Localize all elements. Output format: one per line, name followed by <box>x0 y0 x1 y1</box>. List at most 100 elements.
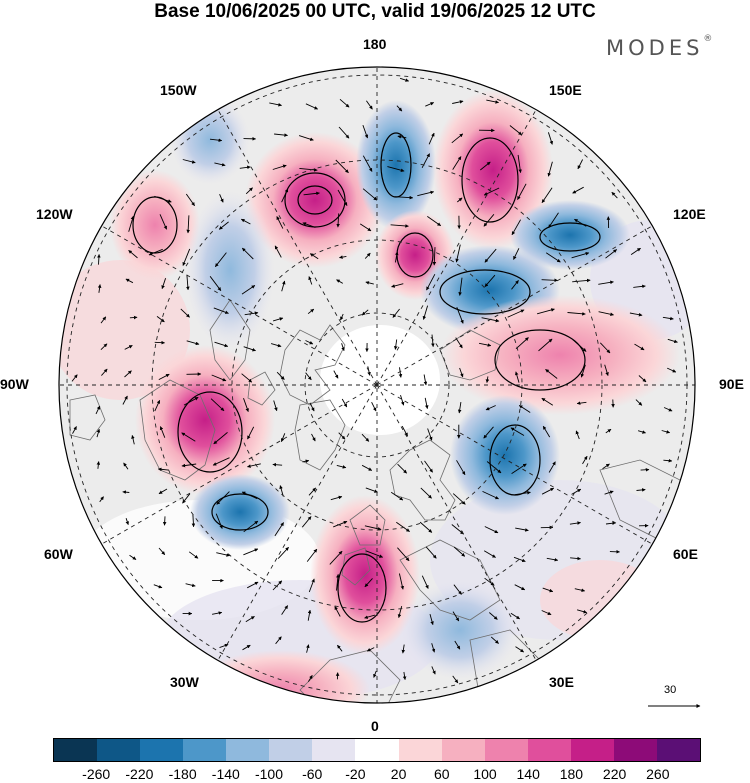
lon-label-30e: 30E <box>549 674 574 690</box>
wind-vector <box>365 550 384 558</box>
wind-vector <box>456 307 464 324</box>
wind-vector <box>396 521 410 532</box>
wind-vector <box>270 343 282 348</box>
wind-vector <box>186 340 200 346</box>
positive-anomaly-hudson <box>135 345 275 495</box>
wind-vector <box>311 433 316 442</box>
wind-vector <box>401 425 408 437</box>
wind-vector <box>397 605 403 618</box>
wind-vector <box>572 339 587 352</box>
wind-vector <box>123 462 129 470</box>
wind-vector <box>633 284 646 289</box>
colorbar-tick-label: -60 <box>302 766 323 782</box>
wind-vector <box>97 254 101 265</box>
wind-vector <box>337 644 343 652</box>
wind-vector <box>302 222 316 228</box>
wind-vector <box>580 364 586 378</box>
wind-vector <box>240 218 251 225</box>
wind-vector <box>571 251 590 259</box>
wind-vector <box>394 251 399 263</box>
wind-vector <box>517 154 522 174</box>
wind-vector <box>392 308 400 318</box>
wind-vector <box>545 252 561 263</box>
wind-vector <box>100 316 107 324</box>
wind-vector <box>95 405 101 415</box>
wind-vector <box>246 581 259 589</box>
wind-vector <box>489 612 498 620</box>
wind-vector <box>605 428 612 434</box>
wind-vector <box>272 580 283 591</box>
wind-vector <box>423 374 428 386</box>
wind-vector <box>158 373 170 381</box>
wind-vector <box>275 636 282 645</box>
colorbar-swatch <box>97 739 141 761</box>
wind-vector <box>482 490 499 500</box>
wind-vector <box>274 245 282 258</box>
wind-vector <box>245 616 255 623</box>
wind-vector <box>515 646 525 653</box>
lon-label-90e: 90E <box>719 376 744 392</box>
wind-vector <box>514 371 520 383</box>
wind-vector <box>243 520 259 533</box>
wind-vector <box>241 285 256 295</box>
wind-vector <box>307 609 312 621</box>
wind-vector <box>577 159 584 170</box>
colorbar-swatch <box>140 739 184 761</box>
wind-vector <box>574 588 586 592</box>
wind-vector <box>269 102 282 107</box>
wind-vector <box>397 463 408 474</box>
wind-vector <box>329 550 343 565</box>
positive-anomaly-atlantic <box>190 650 370 703</box>
wind-vector <box>514 584 526 591</box>
wind-vector <box>158 547 166 555</box>
wind-vector <box>305 103 319 110</box>
wind-vector <box>96 428 101 438</box>
wind-vector <box>486 99 499 104</box>
wind-vector <box>479 342 492 347</box>
wind-vector <box>298 135 314 141</box>
wind-vector <box>181 432 196 442</box>
chart-title: Base 10/06/2025 00 UTC, valid 19/06/2025… <box>154 1 596 22</box>
wind-vector <box>484 577 495 586</box>
wind-vector <box>515 527 529 532</box>
wind-vector <box>400 394 405 406</box>
wind-vector <box>125 518 129 526</box>
wind-vector <box>212 457 230 466</box>
wind-vector <box>394 195 414 200</box>
wind-vector <box>131 435 135 445</box>
wind-vector <box>122 395 128 405</box>
colorbar-swatch <box>54 739 98 761</box>
negative-anomaly-chukchi <box>185 190 275 350</box>
wind-vector <box>509 125 522 136</box>
wind-vector <box>159 426 166 438</box>
wind-vector <box>629 312 643 317</box>
wind-vector <box>154 340 165 345</box>
map-boundary <box>58 66 696 704</box>
wind-vector <box>281 280 286 292</box>
wind-vector <box>209 276 222 291</box>
colorbar-tick-label: 260 <box>646 766 670 782</box>
wind-vector <box>599 342 611 354</box>
wind-vector <box>542 587 554 593</box>
wind-vector <box>401 644 406 654</box>
wind-vector <box>582 455 588 465</box>
wind-vector <box>421 575 429 589</box>
colorbar-swatch <box>484 739 528 761</box>
wind-vector <box>276 371 285 380</box>
wind-vector <box>542 425 551 438</box>
wind-vector <box>279 485 284 497</box>
wind-vector <box>185 193 195 206</box>
wind-vector <box>541 187 553 203</box>
wind-vector <box>605 249 617 259</box>
positive-anomaly-150e <box>433 90 553 250</box>
wind-vector <box>545 369 558 379</box>
wind-vector <box>181 463 197 468</box>
lon-label-120w: 120W <box>36 206 73 222</box>
wind-vector <box>567 312 586 316</box>
wind-vector <box>637 430 646 434</box>
wind-vector <box>663 407 673 412</box>
wind-vector <box>362 155 373 172</box>
wind-vector <box>191 514 196 528</box>
wind-vector <box>335 159 349 174</box>
wind-vector <box>484 526 499 534</box>
